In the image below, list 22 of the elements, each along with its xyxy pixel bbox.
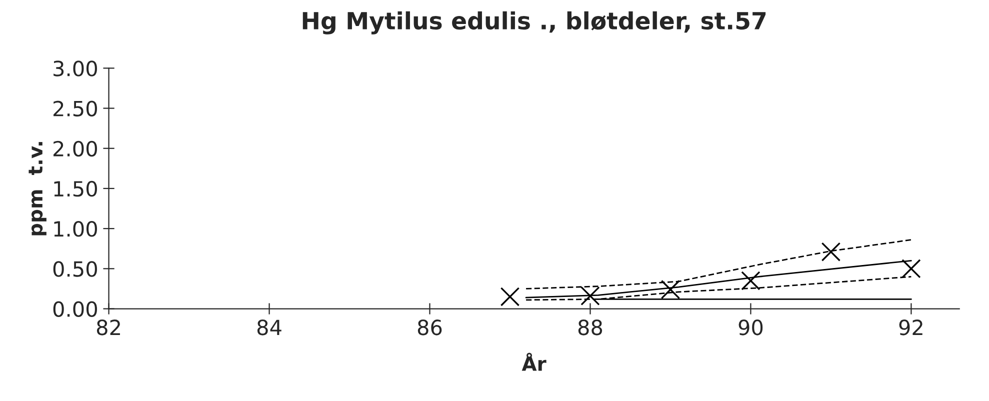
point <box>660 280 680 300</box>
x-tick-label: 84 <box>257 320 282 336</box>
y-tick-label: 1.50 <box>54 180 97 197</box>
point <box>580 286 600 306</box>
x-tick-label: 90 <box>738 320 763 336</box>
x-axis-title: År <box>522 352 546 371</box>
point <box>821 242 841 262</box>
chart-title: Hg Mytilus edulis ., bløtdeler, st.57 <box>302 11 766 34</box>
x-tick-label: 86 <box>418 320 442 336</box>
point <box>500 287 520 306</box>
x-tick-label: 88 <box>578 320 602 336</box>
y-axis-title: ppm t.v. <box>28 142 46 236</box>
y-tick-label: 3.00 <box>54 60 97 76</box>
y-tick-label: 2.00 <box>54 140 97 157</box>
point <box>741 271 760 290</box>
x-tick-label: 82 <box>96 320 120 336</box>
point <box>902 259 921 278</box>
y-tick-label: 0.00 <box>53 301 97 317</box>
y-tick-label: 1.00 <box>54 221 97 237</box>
x-tick-label: 92 <box>899 320 922 336</box>
y-tick-label: 2.50 <box>54 100 97 116</box>
y-tick-label: 0.50 <box>53 261 97 277</box>
